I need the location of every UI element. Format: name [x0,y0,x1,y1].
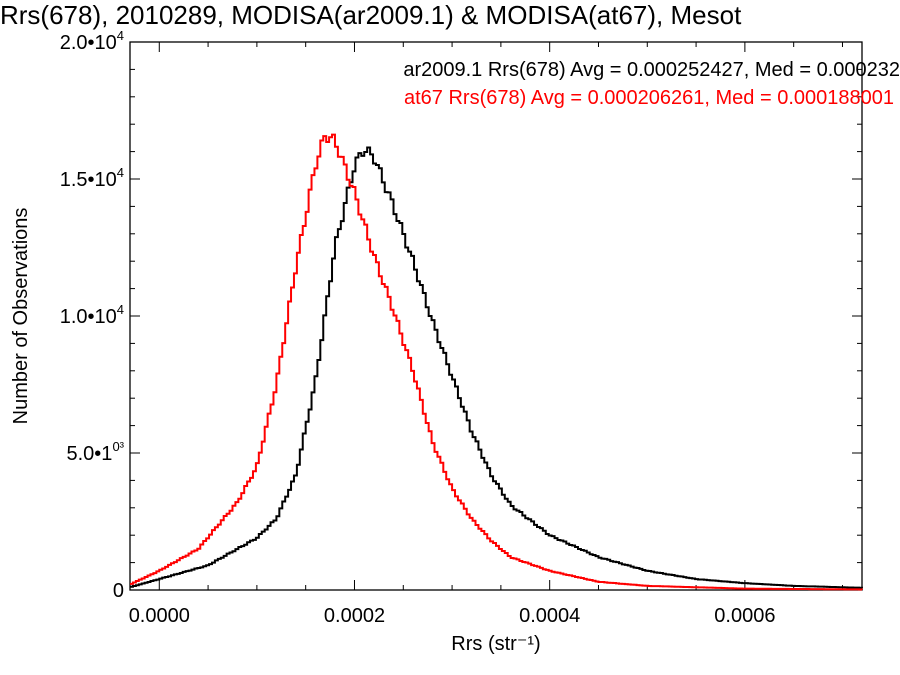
y-axis-ticks: 0 5.0•10³ 1.0•104 1.5•104 2.0•104 [60,28,862,602]
x-axis-label: Rrs (str⁻¹) [451,633,540,655]
y-tick-label: 0 [113,580,124,602]
series-at67-line [130,133,863,591]
x-tick-label: 0.0002 [324,605,385,627]
x-tick-label: 0.0004 [519,605,580,627]
series-ar2009-line [130,146,863,589]
y-tick-label: 1.5•104 [60,165,124,191]
legend-entry-at67: at67 Rrs(678) Avg = 0.000206261, Med = 0… [404,87,894,109]
chart-title: Rrs(678), 2010289, MODISA(ar2009.1) & MO… [0,0,742,30]
plot-frame [129,41,863,591]
series-group [130,133,863,591]
x-axis-ticks: 0.0000 0.0002 0.0004 0.0006 [129,42,843,627]
y-tick-label: 2.0•104 [60,28,124,54]
y-tick-label: 1.0•104 [60,302,124,328]
legend-entry-ar2009: ar2009.1 Rrs(678) Avg = 0.000252427, Med… [403,59,900,81]
y-tick-label: 5.0•10³ [67,439,125,465]
x-tick-label: 0.0006 [714,605,775,627]
y-axis-label: Number of Observations [10,208,32,425]
x-tick-label: 0.0000 [129,605,190,627]
